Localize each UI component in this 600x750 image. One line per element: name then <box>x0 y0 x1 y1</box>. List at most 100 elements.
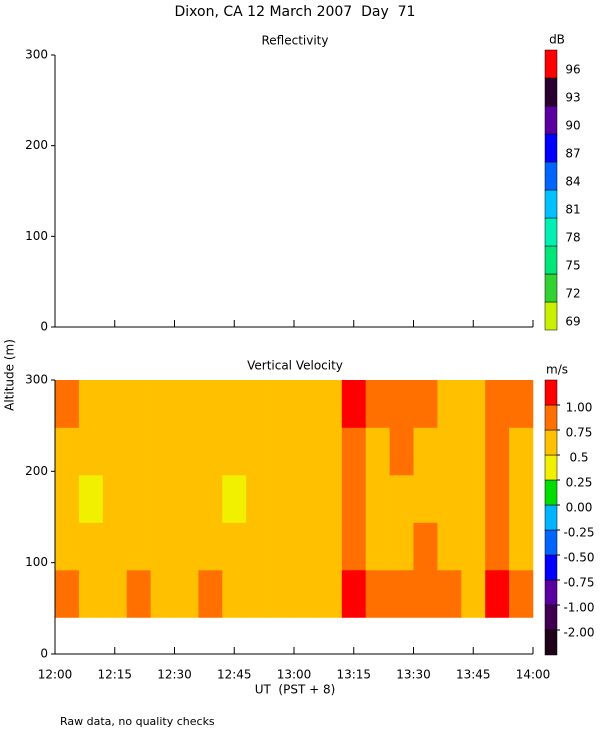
colorbar-tick-label: 87 <box>565 147 580 161</box>
heatmap-cell <box>485 522 510 571</box>
heatmap-cell <box>365 522 390 571</box>
heatmap-cell <box>78 569 104 618</box>
colorbar-cell <box>544 49 558 79</box>
heatmap-cell <box>413 380 438 428</box>
heatmap-cell <box>294 474 319 523</box>
x-tick-label: 12:00 <box>38 668 73 682</box>
heatmap-cell <box>389 474 414 523</box>
heatmap-cell <box>389 569 414 618</box>
y-tick-label: 300 <box>25 373 48 387</box>
colorbar-cell <box>544 77 558 107</box>
colorbar-tick-label: -0.25 <box>563 526 594 540</box>
heatmap-cell <box>174 380 199 428</box>
heatmap-cell <box>174 569 199 618</box>
colorbar-tick-label: 90 <box>565 119 580 133</box>
y-tick-label: 0 <box>40 320 48 334</box>
heatmap-cell <box>461 522 486 571</box>
colorbar-cell <box>544 529 558 556</box>
colorbar-cell <box>544 189 558 219</box>
colorbar-tick-label: 75 <box>565 259 580 273</box>
colorbar-tick-label: -0.50 <box>563 551 594 565</box>
heatmap-cell <box>270 380 295 428</box>
heatmap-cell <box>294 522 319 571</box>
heatmap-cell <box>270 569 295 618</box>
y-axis-label: Altitude (m) <box>3 339 17 411</box>
heatmap-cell <box>174 522 199 571</box>
y-tick-label: 200 <box>25 138 48 152</box>
heatmap-cell <box>246 569 271 618</box>
colorbar-tick-label: 93 <box>565 91 580 105</box>
heatmap-cell <box>150 474 175 523</box>
heatmap-cell <box>413 474 438 523</box>
heatmap-cell <box>102 522 127 571</box>
y-tick-label: 100 <box>25 229 48 243</box>
heatmap-cell <box>102 474 127 523</box>
heatmap-cell <box>270 522 295 571</box>
heatmap-cell <box>485 380 510 428</box>
y-tick-label: 100 <box>25 555 48 569</box>
colorbar-tick-label: 0.25 <box>566 476 593 490</box>
colorbar-cell <box>544 217 558 247</box>
x-tick-label: 12:45 <box>217 668 252 682</box>
y-tick-label: 200 <box>25 464 48 478</box>
heatmap-cell <box>485 474 510 523</box>
x-tick-label: 13:30 <box>396 668 431 682</box>
heatmap-cell <box>365 380 390 428</box>
heatmap-cell <box>365 569 390 618</box>
colorbar-cell <box>544 133 558 163</box>
heatmap-cell <box>126 427 151 476</box>
heatmap-cell <box>461 380 486 428</box>
colorbar-cell <box>544 479 558 506</box>
heatmap-cell <box>102 380 127 428</box>
heatmap-cell <box>222 427 247 476</box>
heatmap-cell <box>341 380 366 428</box>
colorbar-tick-label: 84 <box>565 175 580 189</box>
heatmap-cell <box>509 522 534 571</box>
heatmap-cell <box>461 474 486 523</box>
heatmap-cell <box>198 569 223 618</box>
panel-title: Vertical Velocity <box>247 359 343 373</box>
colorbar-tick-label: -2.00 <box>563 626 594 640</box>
heatmap-cell <box>294 380 319 428</box>
heatmap-cell <box>413 522 438 571</box>
heatmap-cell <box>126 380 151 428</box>
heatmap-cell <box>365 474 390 523</box>
colorbar-cell <box>544 629 558 656</box>
heatmap-cell <box>198 380 223 428</box>
heatmap-cell <box>437 380 462 428</box>
footnote: Raw data, no quality checks <box>60 715 215 728</box>
x-axis-label: UT (PST + 8) <box>255 683 336 697</box>
colorbar-cell <box>544 105 558 135</box>
colorbar-tick-label: 0.00 <box>566 501 593 515</box>
heatmap-cell <box>509 380 534 428</box>
colorbar-cell <box>544 161 558 191</box>
heatmap-cell <box>317 569 343 618</box>
heatmap-cell <box>222 522 247 571</box>
heatmap-cell <box>174 474 199 523</box>
heatmap-cell <box>78 522 104 571</box>
heatmap-cell <box>78 474 104 523</box>
heatmap-cell <box>461 569 486 618</box>
heatmap-cell <box>341 522 366 571</box>
x-tick-label: 12:30 <box>157 668 192 682</box>
colorbar-cell <box>544 429 558 456</box>
heatmap-cell <box>317 427 343 476</box>
colorbar-cell <box>544 404 558 431</box>
heatmap-cell <box>222 380 247 428</box>
heatmap-cell <box>485 569 510 618</box>
heatmap-cell <box>509 474 534 523</box>
figure-title: Dixon, CA 12 March 2007 Day 71 <box>175 4 416 20</box>
heatmap-cell <box>461 427 486 476</box>
heatmap-cell <box>55 380 80 428</box>
heatmap-cell <box>389 380 414 428</box>
colorbar-cell <box>544 504 558 531</box>
heatmap-cell <box>78 380 104 428</box>
colorbar-tick-label: -1.00 <box>563 601 594 615</box>
colorbar-cell <box>544 579 558 606</box>
x-tick-label: 12:15 <box>97 668 132 682</box>
panel-title: Reflectivity <box>261 34 328 48</box>
colorbar-cell <box>544 273 558 303</box>
colorbar-tick-label: 0.75 <box>566 426 593 440</box>
